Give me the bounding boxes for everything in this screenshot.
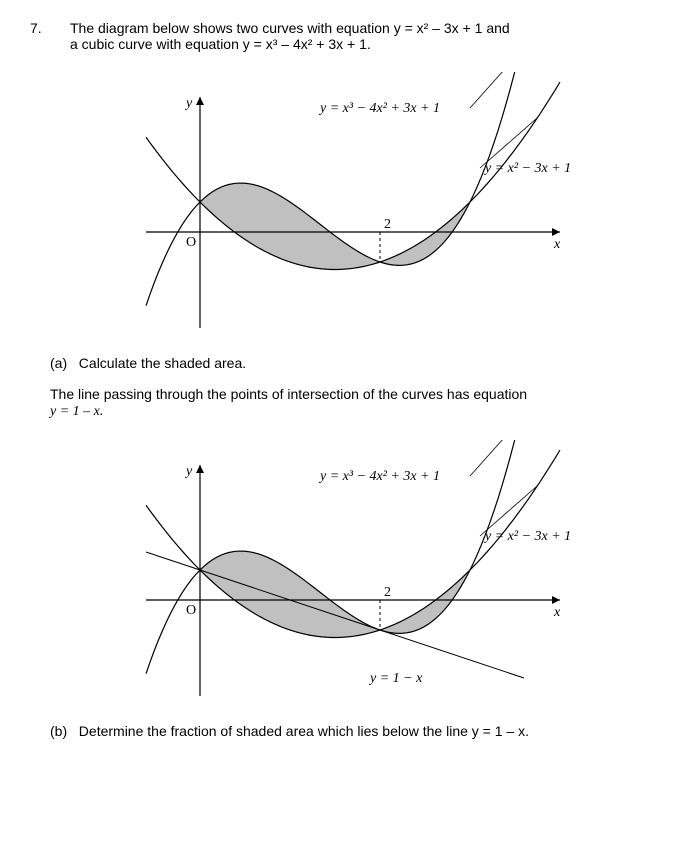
question-header: 7. The diagram below shows two curves wi…: [30, 20, 644, 52]
interlude: The line passing through the points of i…: [50, 386, 644, 420]
part-a-text: Calculate the shaded area.: [79, 355, 246, 371]
svg-text:y: y: [184, 96, 193, 111]
diagram-2: 2 y = 1 − x y x Oy = x³ − 4x² + 3x + 1 y = x²…: [90, 440, 644, 703]
svg-text:O: O: [186, 235, 196, 250]
interlude-line1: The line passing through the points of i…: [50, 386, 527, 402]
interlude-line2: y = 1 – x.: [50, 404, 103, 419]
part-b: (b) Determine the fraction of shaded are…: [50, 723, 644, 739]
prompt-line2: a cubic curve with equation y = x³ – 4x²…: [70, 36, 371, 52]
svg-text:x: x: [553, 605, 561, 620]
part-b-label: (b): [50, 723, 67, 739]
diagram-1: 2 y x Oy = x³ − 4x² + 3x + 1 y = x² − 3x + 1: [90, 72, 644, 335]
svg-text:y = x² − 3x + 1: y = x² − 3x + 1: [483, 529, 571, 544]
svg-text:y: y: [184, 464, 193, 479]
prompt-line1: The diagram below shows two curves with …: [70, 20, 510, 36]
question-number: 7.: [30, 20, 70, 36]
svg-text:2: 2: [384, 217, 391, 232]
part-b-text: Determine the fraction of shaded area wh…: [79, 723, 529, 739]
part-a: (a) Calculate the shaded area.: [50, 355, 644, 371]
svg-text:y = x³ − 4x² + 3x + 1: y = x³ − 4x² + 3x + 1: [318, 101, 440, 116]
question-prompt: The diagram below shows two curves with …: [70, 20, 644, 52]
diagram-1-svg: 2 y x Oy = x³ − 4x² + 3x + 1 y = x² − 3x + 1: [90, 72, 590, 332]
svg-text:2: 2: [384, 585, 391, 600]
svg-text:O: O: [186, 603, 196, 618]
part-a-label: (a): [50, 355, 67, 371]
svg-text:x: x: [553, 237, 561, 252]
svg-text:y = x² − 3x + 1: y = x² − 3x + 1: [483, 161, 571, 176]
svg-text:y = 1 − x: y = 1 − x: [368, 671, 423, 686]
svg-text:y = x³ − 4x² + 3x + 1: y = x³ − 4x² + 3x + 1: [318, 469, 440, 484]
diagram-2-svg: 2 y = 1 − x y x Oy = x³ − 4x² + 3x + 1 y = x²…: [90, 440, 590, 700]
